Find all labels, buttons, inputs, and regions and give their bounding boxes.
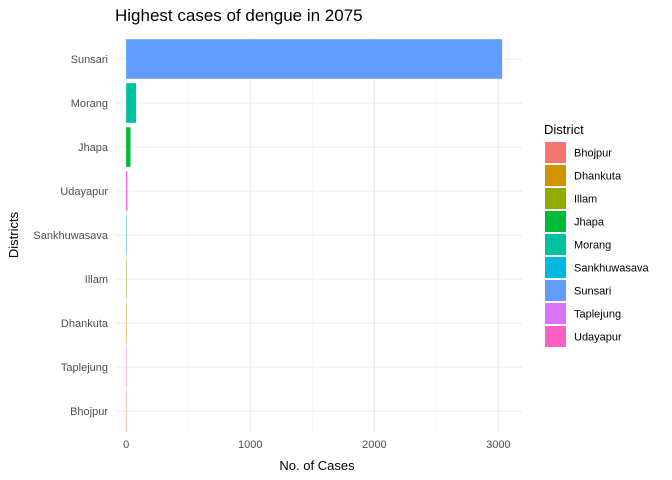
y-tick-label: Illam (85, 274, 108, 286)
y-tick-label: Jhapa (78, 142, 109, 154)
y-axis-ticks: Sunsari Morang Jhapa Udayapur Sankhuwasava Il… (33, 54, 108, 418)
y-tick-label: Sankhuwasava (33, 230, 108, 242)
x-tick-label: 0 (123, 439, 129, 451)
legend-label: Udayapur (574, 332, 622, 344)
legend-key (545, 280, 566, 301)
bar-sunsari (126, 39, 503, 79)
y-tick-label: Taplejung (61, 362, 108, 374)
legend-label: Dhankuta (574, 171, 622, 183)
legend-label: Morang (574, 240, 611, 252)
x-axis-title: No. of Cases (279, 458, 355, 473)
legend-key (545, 257, 566, 278)
y-tick-label: Dhankuta (61, 318, 109, 330)
y-tick-label: Udayapur (60, 186, 108, 198)
legend-label: Sankhuwasava (574, 263, 649, 275)
legend-key (545, 326, 566, 347)
y-axis-title: Districts (6, 211, 21, 258)
plot-grid (115, 37, 522, 433)
legend-key (545, 188, 566, 209)
legend-key (545, 165, 566, 186)
legend-key (545, 142, 566, 163)
x-axis-ticks: 0 1000 2000 3000 (123, 439, 511, 451)
legend-label: Sunsari (574, 286, 611, 298)
legend-label: Taplejung (574, 309, 621, 321)
y-tick-label: Bhojpur (70, 406, 108, 418)
legend-label: Bhojpur (574, 148, 612, 160)
y-tick-label: Morang (71, 98, 108, 110)
bar-jhapa (126, 127, 131, 167)
chart-title: Highest cases of dengue in 2075 (115, 6, 363, 25)
legend-key (545, 234, 566, 255)
bar-morang (126, 83, 137, 123)
x-tick-label: 2000 (362, 439, 386, 451)
legend-title: District (544, 122, 584, 137)
y-tick-label: Sunsari (71, 54, 108, 66)
legend-key (545, 303, 566, 324)
bars (126, 39, 503, 431)
legend-label: Illam (574, 194, 597, 206)
legend: District Bhojpur Dhankuta Illam Jhapa Morang… (544, 122, 649, 347)
x-tick-label: 3000 (486, 439, 510, 451)
legend-key (545, 211, 566, 232)
legend-label: Jhapa (574, 217, 605, 229)
bar-udayapur (126, 171, 128, 211)
x-tick-label: 1000 (238, 439, 262, 451)
